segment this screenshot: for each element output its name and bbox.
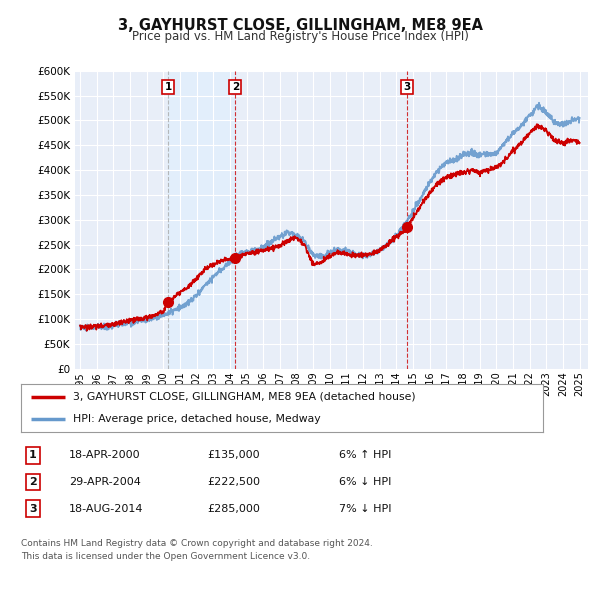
Text: HPI: Average price, detached house, Medway: HPI: Average price, detached house, Medw…	[73, 414, 321, 424]
Text: 3: 3	[29, 504, 37, 513]
Text: 2: 2	[232, 82, 239, 92]
Text: £135,000: £135,000	[207, 451, 260, 460]
Text: £285,000: £285,000	[207, 504, 260, 513]
Text: 1: 1	[29, 451, 37, 460]
Text: 3, GAYHURST CLOSE, GILLINGHAM, ME8 9EA (detached house): 3, GAYHURST CLOSE, GILLINGHAM, ME8 9EA (…	[73, 392, 416, 402]
Text: 6% ↓ HPI: 6% ↓ HPI	[339, 477, 391, 487]
Text: 3, GAYHURST CLOSE, GILLINGHAM, ME8 9EA: 3, GAYHURST CLOSE, GILLINGHAM, ME8 9EA	[118, 18, 482, 33]
Text: 2: 2	[29, 477, 37, 487]
Text: 18-APR-2000: 18-APR-2000	[69, 451, 140, 460]
Text: 6% ↑ HPI: 6% ↑ HPI	[339, 451, 391, 460]
Text: 29-APR-2004: 29-APR-2004	[69, 477, 141, 487]
Text: 1: 1	[164, 82, 172, 92]
Text: Contains HM Land Registry data © Crown copyright and database right 2024.
This d: Contains HM Land Registry data © Crown c…	[21, 539, 373, 560]
Text: £222,500: £222,500	[207, 477, 260, 487]
Text: Price paid vs. HM Land Registry's House Price Index (HPI): Price paid vs. HM Land Registry's House …	[131, 30, 469, 43]
Text: 3: 3	[403, 82, 410, 92]
Bar	[168, 71, 235, 369]
Text: 7% ↓ HPI: 7% ↓ HPI	[339, 504, 391, 513]
Text: 18-AUG-2014: 18-AUG-2014	[69, 504, 143, 513]
